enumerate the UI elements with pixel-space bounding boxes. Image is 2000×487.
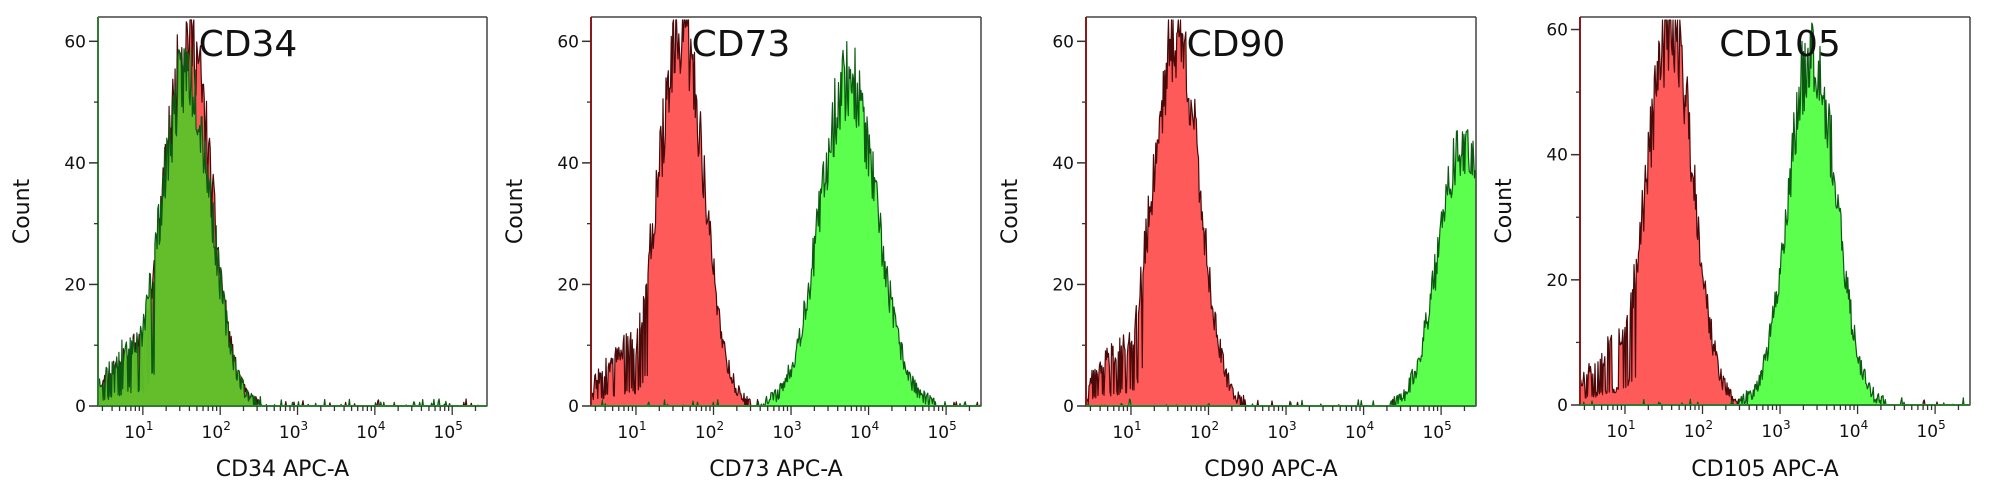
panel-cd34: 0 20 40 60 101 102 103 104 105 CD34 CD34 APC-A Coun… xyxy=(10,16,488,482)
y-tick-label: 40 xyxy=(557,154,579,174)
x-tick-label: 102 xyxy=(202,419,231,443)
x-tick-label: 101 xyxy=(124,419,153,443)
y-tick-label: 40 xyxy=(1052,154,1074,174)
y-tick-label: 60 xyxy=(1052,32,1074,52)
y-tick-label: 0 xyxy=(1557,396,1568,416)
y-tick-label: 0 xyxy=(75,397,86,417)
y-tick-label: 60 xyxy=(64,32,86,52)
x-tick-label: 104 xyxy=(850,419,879,443)
x-tick-label: 103 xyxy=(279,419,308,443)
y-axis-title: Count xyxy=(10,178,35,244)
y-tick-label: 0 xyxy=(1063,397,1074,417)
x-tick-label: 101 xyxy=(1112,419,1141,443)
x-tick-label: 102 xyxy=(695,419,724,443)
x-tick-label: 102 xyxy=(1684,418,1713,442)
x-tick-label: 101 xyxy=(617,419,646,443)
y-axis-title: Count xyxy=(998,178,1023,244)
panel-cd73: 0 20 40 60 101 102 103 104 105 CD73 CD73 APC-A Coun… xyxy=(503,16,982,482)
x-tick-label: 103 xyxy=(1761,418,1790,442)
y-tick-label: 20 xyxy=(557,275,579,295)
x-tick-label: 105 xyxy=(434,419,463,443)
x-tick-label: 105 xyxy=(927,419,956,443)
y-tick-label: 40 xyxy=(64,154,86,174)
x-tick-label: 104 xyxy=(356,419,385,443)
y-axis-title: Count xyxy=(503,178,528,244)
panel-cd90: 0 20 40 60 101 102 103 104 105 CD90 CD90 APC-A Coun… xyxy=(998,16,1477,482)
x-tick-label: 105 xyxy=(1422,419,1451,443)
x-tick-label: 103 xyxy=(772,419,801,443)
histogram-cd34-stained xyxy=(97,46,488,407)
panel-title: CD105 xyxy=(1719,24,1841,65)
x-axis-title: CD90 APC-A xyxy=(1204,457,1337,482)
x-tick-label: 104 xyxy=(1345,419,1374,443)
y-tick-label: 20 xyxy=(1546,271,1568,291)
x-tick-label: 104 xyxy=(1839,418,1868,442)
y-tick-label: 0 xyxy=(568,397,579,417)
panel-cd105: 0 20 40 60 101 102 103 104 105 CD105 CD105 APC-A Co… xyxy=(1492,16,1971,482)
y-tick-label: 40 xyxy=(1546,146,1568,166)
histogram-isotype-control xyxy=(590,19,982,407)
panel-title: CD73 xyxy=(692,24,791,65)
x-axis-title: CD105 APC-A xyxy=(1691,457,1838,482)
y-tick-label: 20 xyxy=(64,275,86,295)
panel-title: CD90 xyxy=(1187,24,1286,65)
histogram-isotype-control xyxy=(1085,19,1477,407)
x-tick-label: 103 xyxy=(1267,419,1296,443)
x-tick-label: 105 xyxy=(1916,418,1945,442)
x-tick-label: 101 xyxy=(1606,418,1635,442)
y-tick-label: 60 xyxy=(1546,21,1568,41)
x-axis-title: CD34 APC-A xyxy=(216,457,349,482)
x-tick-label: 102 xyxy=(1190,419,1219,443)
x-axis-title: CD73 APC-A xyxy=(709,457,842,482)
panel-title: CD34 xyxy=(199,24,298,65)
y-axis-title: Count xyxy=(1492,178,1517,244)
y-tick-label: 60 xyxy=(557,32,579,52)
y-tick-label: 20 xyxy=(1052,275,1074,295)
